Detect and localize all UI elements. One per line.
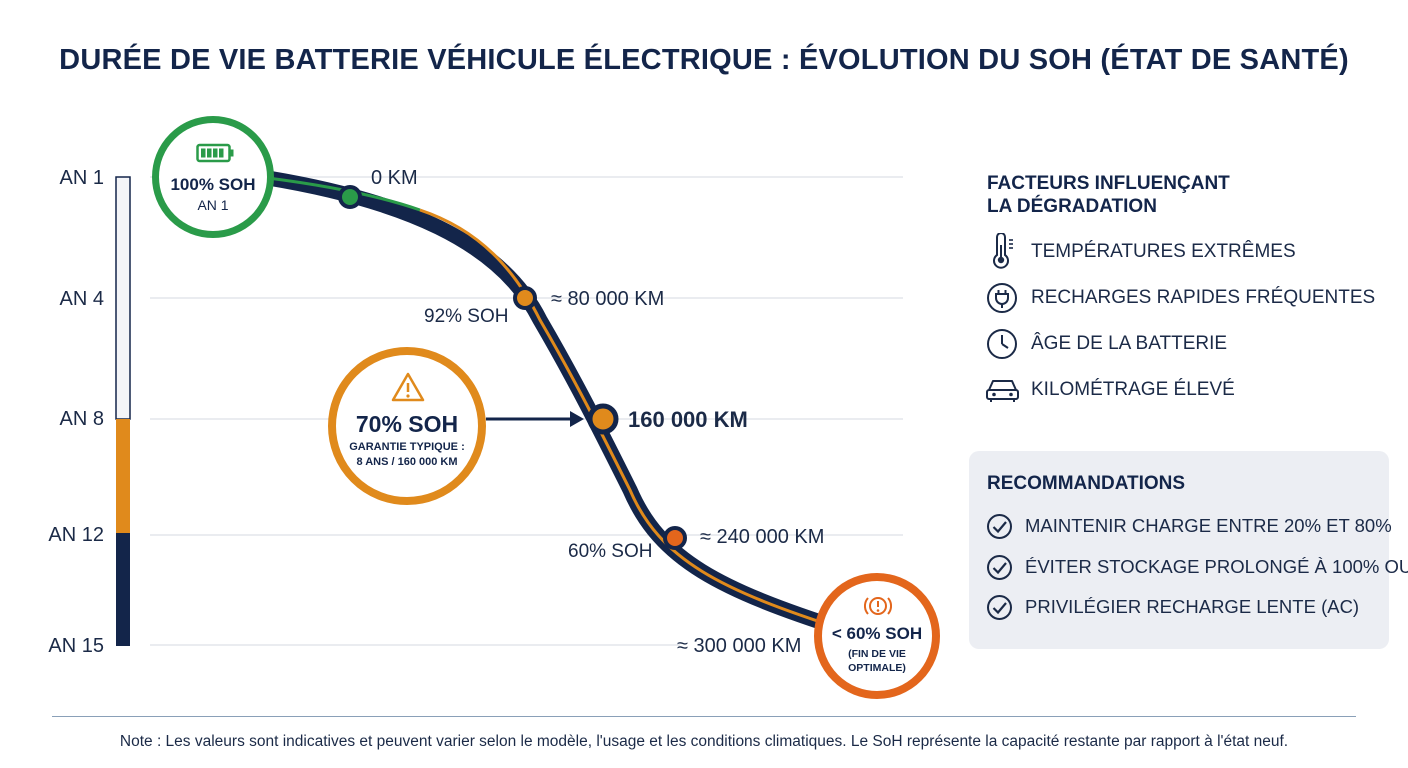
factor-label-temperature: TEMPÉRATURES EXTRÊMES (1031, 241, 1296, 262)
factor-label-fast-charging: RECHARGES RAPIDES FRÉQUENTES (1031, 287, 1376, 308)
start-soh-badge: 100% SOH AN 1 (152, 116, 274, 238)
warranty-soh-value: 70% SOH (355, 411, 459, 437)
milestone-dot-0km (338, 185, 362, 209)
car-icon (986, 380, 1019, 402)
end-soh-badge: < 60% SOH (FIN DE VIE OPTIMALE) (814, 573, 940, 699)
clock-icon (987, 329, 1017, 359)
warranty-line-2: 8 ANS / 160 000 KM (356, 456, 458, 468)
thermometer-icon (993, 233, 1013, 269)
check-circle-icon (987, 514, 1012, 539)
gridlines (150, 176, 903, 646)
end-soh-value: < 60% SOH (831, 624, 923, 643)
soh-label-60: 60% SOH (568, 541, 653, 562)
factors-title-line-1: FACTEURS INFLUENÇANT (987, 173, 1230, 194)
end-line-1: (FIN DE VIE (848, 648, 906, 660)
footer-divider (52, 716, 1356, 717)
year-label-15: AN 15 (48, 635, 104, 657)
battery-full-icon (196, 143, 234, 163)
factor-label-mileage: KILOMÉTRAGE ÉLEVÉ (1031, 379, 1235, 400)
start-year: AN 1 (197, 197, 229, 213)
plug-icon (987, 283, 1017, 313)
milestone-dot-240000km (663, 526, 687, 550)
km-label-160000: 160 000 KM (628, 407, 748, 432)
check-circle-icon (987, 595, 1012, 620)
year-label-4: AN 4 (59, 288, 104, 310)
timeline-segment-warning (116, 419, 130, 533)
year-label-1: AN 1 (59, 167, 104, 189)
milestone-dot-160000km (587, 403, 619, 435)
warranty-arrow-head (570, 411, 584, 427)
warranty-soh-badge: 70% SOH GARANTIE TYPIQUE : 8 ANS / 160 0… (328, 347, 486, 505)
recommendation-label-2: ÉVITER STOCKAGE PROLONGÉ À 100% OU 0% (1025, 556, 1408, 577)
warranty-line-1: GARANTIE TYPIQUE : (349, 441, 465, 453)
soh-label-92: 92% SOH (424, 306, 509, 327)
year-label-8: AN 8 (59, 408, 104, 430)
km-label-80000: ≈ 80 000 KM (551, 288, 665, 310)
recommendation-label-1: MAINTENIR CHARGE ENTRE 20% ET 80% (1025, 515, 1392, 536)
warning-triangle-icon (391, 372, 425, 402)
brake-warning-icon (864, 597, 892, 615)
start-soh-value: 100% SOH (170, 175, 256, 194)
recommendations-title: RECOMMANDATIONS (987, 473, 1186, 494)
timeline-segment-end (116, 533, 130, 646)
page-title: DURÉE DE VIE BATTERIE VÉHICULE ÉLECTRIQU… (59, 44, 1349, 76)
milestone-dot-80000km (513, 286, 537, 310)
timeline-segment-healthy (115, 176, 131, 420)
km-label-300000: ≈ 300 000 KM (677, 635, 802, 657)
year-label-12: AN 12 (48, 524, 104, 546)
footnote: Note : Les valeurs sont indicatives et p… (119, 733, 1289, 750)
factor-label-battery-age: ÂGE DE LA BATTERIE (1031, 333, 1228, 354)
recommendation-label-3: PRIVILÉGIER RECHARGE LENTE (AC) (1025, 596, 1360, 617)
factors-title-line-2: LA DÉGRADATION (987, 196, 1157, 217)
km-label-240000: ≈ 240 000 KM (700, 526, 825, 548)
timeline-bar (115, 176, 131, 646)
check-circle-icon (987, 555, 1012, 580)
km-label-0: 0 KM (371, 167, 418, 189)
recommendations-panel (969, 451, 1389, 649)
end-line-2: OPTIMALE) (848, 662, 906, 674)
